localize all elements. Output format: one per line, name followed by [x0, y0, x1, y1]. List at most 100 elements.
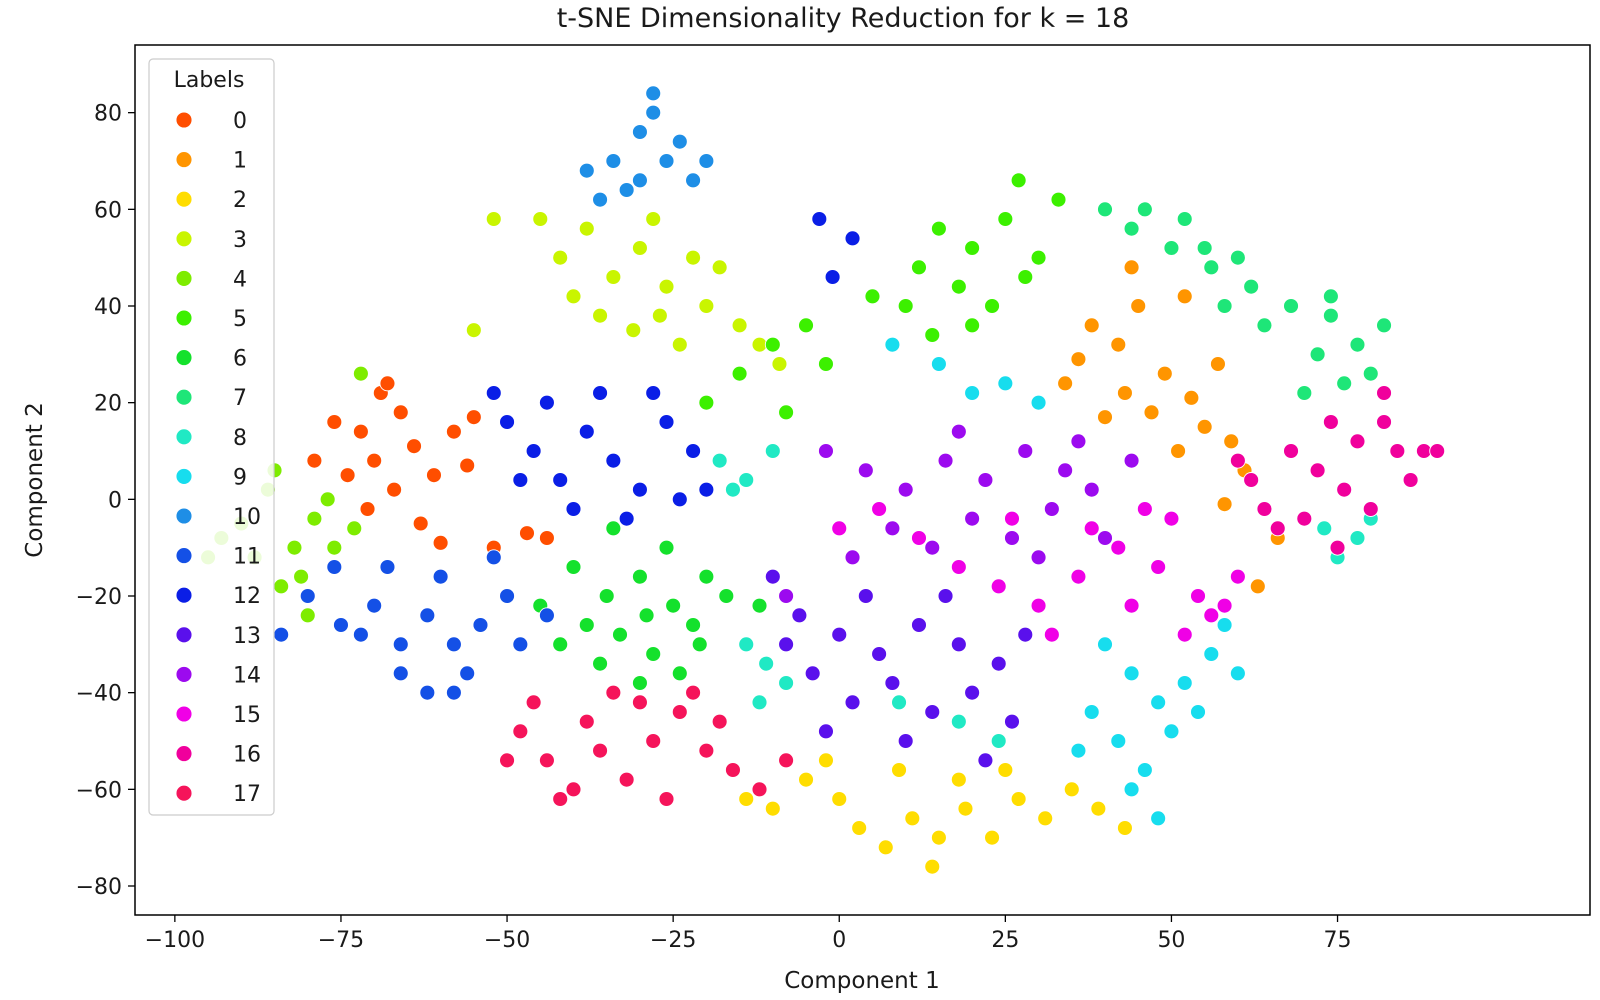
data-point [738, 636, 755, 653]
data-point [472, 617, 489, 633]
data-point [392, 636, 409, 653]
data-point [758, 655, 775, 672]
data-point [798, 317, 814, 334]
data-point [1376, 414, 1392, 430]
data-point [937, 452, 954, 469]
data-point [1296, 385, 1313, 401]
data-point [339, 467, 356, 484]
data-point [1362, 501, 1379, 517]
legend-item-15: 15 [175, 703, 261, 728]
data-point [698, 394, 715, 411]
data-point [1376, 385, 1392, 401]
data-point [306, 452, 323, 469]
series-14 [778, 423, 1140, 604]
data-point [691, 636, 708, 653]
data-point [1309, 346, 1326, 363]
data-point [1116, 385, 1133, 401]
series-17 [499, 684, 795, 807]
data-point [718, 588, 735, 604]
legend-item-0: 0 [175, 109, 247, 134]
data-point [592, 307, 609, 324]
legend-label: 12 [233, 584, 261, 609]
data-point [778, 588, 795, 604]
data-point [1057, 375, 1074, 392]
x-tick-label: 0 [832, 928, 846, 953]
legend-label: 13 [233, 624, 261, 649]
data-point [751, 781, 768, 798]
data-point [1216, 298, 1233, 314]
data-point [724, 762, 741, 778]
data-point [698, 742, 715, 759]
data-point [565, 288, 582, 305]
legend-item-9: 9 [175, 465, 247, 490]
data-point [432, 534, 449, 551]
legend-item-12: 12 [175, 584, 261, 609]
series-3 [465, 211, 788, 372]
legend-label: 16 [233, 743, 261, 768]
data-point [406, 438, 422, 455]
data-point [911, 530, 927, 546]
data-point [1243, 472, 1260, 488]
data-point [1362, 365, 1379, 382]
x-tick-label: −25 [650, 928, 696, 953]
data-point [412, 515, 429, 532]
data-point [465, 322, 482, 339]
series-13 [764, 568, 1034, 769]
data-point [1004, 713, 1020, 730]
data-point [658, 153, 675, 169]
data-point [738, 472, 755, 488]
data-point [937, 588, 954, 604]
legend-item-4: 4 [175, 267, 247, 292]
data-point [1322, 307, 1339, 324]
data-point [1402, 472, 1419, 488]
data-point [877, 839, 894, 856]
data-point [711, 452, 728, 469]
data-point [897, 298, 914, 314]
data-point [1030, 249, 1047, 266]
data-point [552, 791, 569, 807]
data-point [1176, 675, 1193, 691]
y-tick-label: −40 [76, 682, 122, 707]
legend-marker [175, 784, 193, 802]
data-point [1229, 452, 1246, 469]
data-point [764, 336, 781, 353]
data-point [957, 800, 974, 817]
data-point [426, 467, 442, 484]
data-point [631, 694, 648, 711]
data-point [1004, 510, 1020, 527]
legend-label: 11 [233, 545, 261, 570]
data-point [964, 317, 981, 334]
data-point [346, 520, 363, 537]
data-point [671, 704, 688, 720]
x-tick-label: −100 [145, 928, 205, 953]
legend-label: 4 [233, 267, 247, 292]
data-point [1249, 578, 1266, 595]
data-point [1083, 704, 1100, 720]
data-point [459, 665, 476, 682]
y-tick-label: 20 [94, 392, 122, 417]
series-16 [1229, 385, 1446, 556]
data-point [658, 539, 675, 556]
data-point [1143, 404, 1160, 421]
data-point [565, 501, 582, 517]
series-6 [532, 520, 768, 691]
data-point [631, 675, 648, 691]
y-axis-ticks: −80 −60 −40 −20 0 20 40 60 80 [76, 102, 135, 900]
data-point [612, 626, 628, 643]
data-point [990, 733, 1007, 749]
data-point [1030, 549, 1047, 566]
data-point [459, 457, 476, 474]
data-point [1229, 249, 1246, 266]
x-axis-label: Component 1 [784, 968, 939, 994]
series-2 [738, 752, 1133, 875]
data-point [1050, 191, 1067, 208]
data-point [811, 211, 828, 227]
data-point [419, 684, 436, 701]
data-point [645, 211, 662, 227]
x-tick-label: −50 [484, 928, 530, 953]
data-point [904, 810, 921, 827]
legend-marker [175, 388, 193, 406]
data-point [578, 162, 595, 179]
data-point [824, 269, 841, 285]
data-point [1136, 762, 1153, 778]
